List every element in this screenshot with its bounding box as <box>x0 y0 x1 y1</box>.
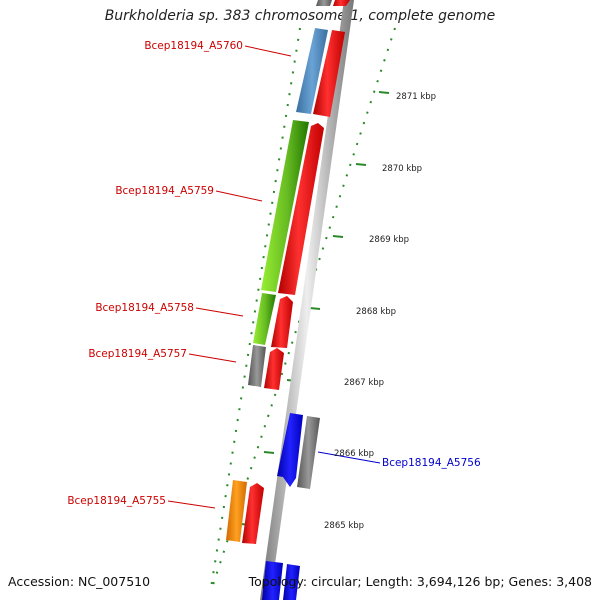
gene-a5757-gray <box>248 345 266 387</box>
scale-label-2866: 2866 kbp <box>334 449 374 459</box>
leader-a5760 <box>244 45 292 57</box>
gene-a5758-green <box>253 293 276 345</box>
gene-label-a5758[interactable]: Bcep18194_A5758 <box>95 302 194 314</box>
gene-a5755-cds <box>242 483 264 544</box>
scale-label-2870: 2870 kbp <box>382 164 422 174</box>
scale-tick <box>332 235 344 238</box>
gene-bottom-blue-2 <box>283 564 300 600</box>
gene-a5756-cds-reverse <box>277 413 303 487</box>
scale-label-2871: 2871 kbp <box>396 92 436 102</box>
accession-text: Accession: NC_007510 <box>8 574 151 589</box>
scale-tick <box>309 307 321 310</box>
scale-label-2867: 2867 kbp <box>344 378 384 388</box>
gene-a5760-cds <box>313 30 345 117</box>
leader-a5757 <box>188 353 237 363</box>
gene-label-a5756[interactable]: Bcep18194_A5756 <box>382 457 481 469</box>
leader-a5756 <box>317 451 381 464</box>
gene-a5757-cds <box>264 348 284 390</box>
gene-a5759-green <box>261 120 309 292</box>
genome-summary-text: Topology: circular; Length: 3,694,126 bp… <box>248 574 592 589</box>
scale-label-2865: 2865 kbp <box>324 521 364 531</box>
gene-a5760-top-gray <box>316 0 332 6</box>
gene-label-a5757[interactable]: Bcep18194_A5757 <box>88 348 187 360</box>
gene-a5760-steelblue <box>296 28 328 114</box>
gene-a5758-cds <box>271 296 293 348</box>
gene-a5760-cds-top <box>333 0 350 6</box>
gene-a5756-gray <box>297 416 320 489</box>
leader-a5755 <box>167 500 216 509</box>
leader-a5759 <box>215 190 263 202</box>
gene-label-a5759[interactable]: Bcep18194_A5759 <box>115 185 214 197</box>
scale-tick <box>355 163 367 166</box>
gene-label-a5755[interactable]: Bcep18194_A5755 <box>67 495 166 507</box>
map-title: Burkholderia sp. 383 chromosome 1, compl… <box>104 8 496 24</box>
gene-label-a5760[interactable]: Bcep18194_A5760 <box>144 40 243 52</box>
gene-a5755-orange <box>226 480 247 542</box>
scale-label-2868: 2868 kbp <box>356 307 396 317</box>
gene-bottom-blue <box>262 561 283 600</box>
leader-a5758 <box>195 307 244 317</box>
gene-a5759-cds <box>278 123 324 295</box>
scale-tick <box>378 91 390 94</box>
scale-tick <box>263 451 275 454</box>
scale-label-2869: 2869 kbp <box>369 235 409 245</box>
